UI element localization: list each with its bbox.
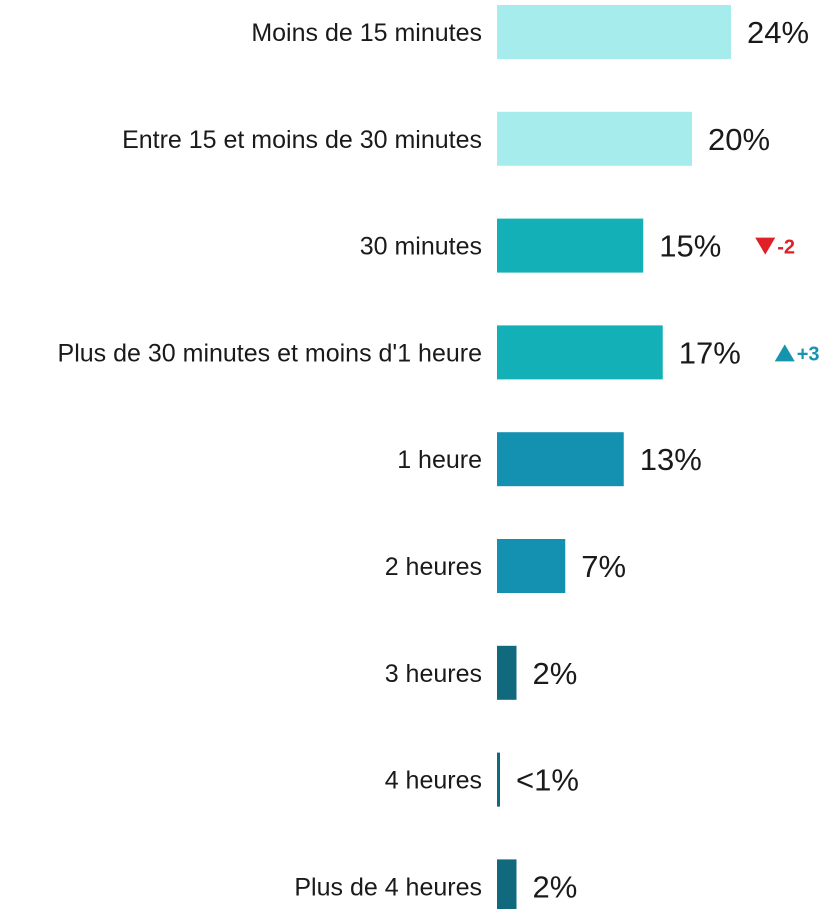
- bar: [497, 539, 566, 593]
- bar-row: Plus de 30 minutes et moins d'1 heure 17%…: [58, 325, 820, 380]
- bar-row: Moins de 15 minutes 24%: [251, 5, 809, 59]
- category-label: 2 heures: [385, 553, 482, 581]
- bar: [497, 432, 624, 487]
- bar-row: 2 heures 7%: [385, 539, 626, 593]
- category-label: 1 heure: [397, 446, 482, 474]
- category-label: 30 minutes: [360, 233, 482, 261]
- bar-row: Plus de 4 heures 2%: [294, 859, 577, 909]
- bar-row: 30 minutes 15% -2: [360, 218, 795, 273]
- change-value: -2: [777, 237, 795, 259]
- value-label: 2%: [533, 656, 578, 691]
- change-indicator: +3: [774, 343, 820, 365]
- value-label: <1%: [516, 763, 579, 798]
- bar: [497, 111, 692, 166]
- category-label: Moins de 15 minutes: [251, 19, 482, 47]
- value-label: 17%: [679, 335, 741, 370]
- change-indicator: -2: [755, 237, 795, 259]
- bar-row: Entre 15 et moins de 30 minutes 20%: [122, 111, 770, 166]
- down-triangle-icon: [755, 237, 776, 255]
- category-label: Plus de 30 minutes et moins d'1 heure: [58, 339, 482, 367]
- bar-row: 3 heures 2%: [385, 645, 578, 700]
- change-value: +3: [797, 343, 820, 365]
- bar-row: 4 heures <1%: [385, 752, 579, 807]
- value-label: 20%: [708, 122, 770, 157]
- bar: [497, 5, 731, 59]
- up-triangle-icon: [774, 344, 795, 362]
- bar: [497, 752, 500, 807]
- bar: [497, 859, 517, 909]
- bar: [497, 218, 644, 273]
- value-label: 24%: [747, 15, 809, 50]
- value-label: 2%: [533, 869, 578, 904]
- bar: [497, 645, 517, 700]
- value-label: 15%: [659, 229, 721, 264]
- bar-row: 1 heure 13%: [397, 432, 702, 487]
- category-label: Entre 15 et moins de 30 minutes: [122, 126, 482, 154]
- value-label: 7%: [581, 549, 626, 584]
- category-label: 3 heures: [385, 660, 482, 688]
- bar: [497, 325, 663, 380]
- category-label: Plus de 4 heures: [294, 873, 482, 901]
- value-label: 13%: [640, 442, 702, 477]
- category-label: 4 heures: [385, 767, 482, 795]
